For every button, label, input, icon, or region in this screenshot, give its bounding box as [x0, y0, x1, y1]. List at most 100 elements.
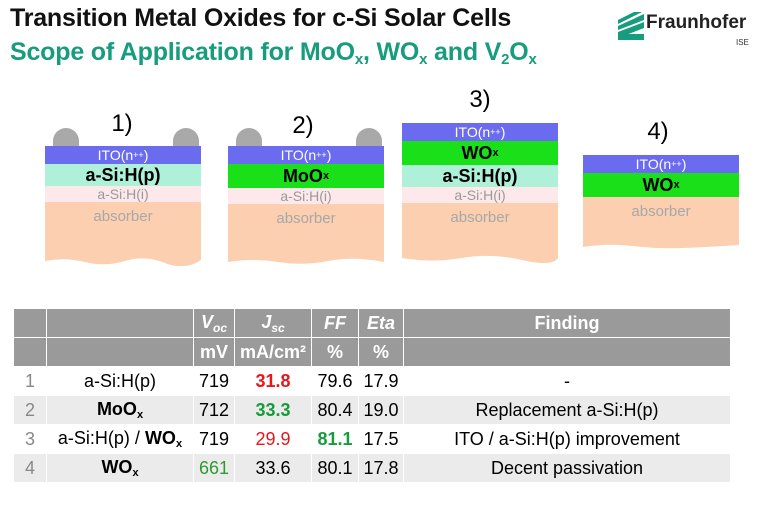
layer-sub: x: [132, 467, 139, 479]
row-number: 2: [13, 395, 47, 425]
logo-unit: ISE: [736, 38, 749, 47]
ito-label: ITO(n: [635, 156, 672, 172]
table-units-row: mV mA/cm² % %: [13, 337, 731, 367]
row-ff: 79.6: [311, 366, 359, 396]
voc-label: V: [200, 311, 213, 332]
asi-p-layer: a-Si:H(p): [402, 165, 558, 187]
subtitle-part: Scope of Application for MoO: [10, 38, 355, 66]
logo-wordmark: Fraunhofer: [646, 12, 747, 33]
moox-label: MoO: [282, 165, 323, 186]
stack-number: 3): [469, 86, 491, 113]
wavy-edge: [45, 258, 201, 267]
asi-i-layer: a-Si:H(i): [228, 188, 384, 204]
layer-sub: x: [136, 409, 144, 421]
ito-label: ITO(n: [280, 147, 317, 163]
cell-stack-1: ITO(n ++) a-Si:H(p) a-Si:H(i) absorber: [45, 128, 201, 267]
row-finding: ITO / a-Si:H(p) improvement: [403, 424, 731, 454]
row-layer: a-Si:H(p) / WOx: [46, 424, 194, 454]
ito-sup: ++: [316, 150, 327, 160]
row-eta: 19.0: [358, 395, 404, 425]
moox-layer: MoO x: [228, 164, 384, 188]
ito-label: ITO(n: [454, 124, 491, 140]
metal-contact: [173, 128, 199, 150]
row-layer: WOx: [46, 453, 194, 483]
ito-close: ): [143, 147, 149, 163]
layer-label: WO: [144, 428, 176, 448]
absorber-label: absorber: [631, 203, 691, 220]
cell-stack-4: ITO(n ++) WO x absorber: [583, 155, 739, 252]
row-eta: 17.8: [358, 453, 404, 483]
layer-prefix: a-Si:H(p) /: [57, 428, 145, 448]
absorber-layer: absorber: [45, 202, 201, 267]
fraunhofer-logo: Fraunhofer ISE: [618, 10, 758, 52]
row-jsc: 33.6: [234, 453, 312, 483]
subtitle-sub: x: [528, 51, 537, 68]
asi-p-layer: a-Si:H(p): [45, 164, 201, 186]
table-row: 3 a-Si:H(p) / WOx 719 29.9 81.1 17.5 ITO…: [13, 424, 731, 454]
header-cell: [403, 337, 731, 367]
row-voc: 712: [193, 395, 235, 425]
row-ff: 81.1: [311, 424, 359, 454]
slide-subtitle: Scope of Application for MoOx, WOx and V…: [10, 38, 537, 68]
row-finding: -: [403, 366, 731, 396]
row-layer: MoOx: [46, 395, 194, 425]
subtitle-part: , WO: [363, 38, 420, 66]
absorber-label: absorber: [450, 209, 510, 226]
header-ff: FF: [311, 308, 359, 338]
ito-sup: ++: [490, 127, 501, 137]
ito-sup: ++: [133, 150, 144, 160]
header-cell: [13, 308, 47, 338]
stack-number: 1): [111, 110, 133, 137]
ito-close: ): [500, 124, 506, 140]
row-layer: a-Si:H(p): [46, 366, 194, 396]
cell-stack-3: ITO(n ++) WO x a-Si:H(p) a-Si:H(i) absorbe…: [402, 123, 558, 265]
wox-sub: x: [492, 147, 499, 159]
ito-close: ): [681, 156, 687, 172]
subtitle-sub: 2: [501, 51, 510, 68]
ito-layer: ITO(n ++): [228, 146, 384, 164]
unit-eta: %: [358, 337, 404, 367]
wavy-edge: [228, 258, 384, 267]
header-voc: Voc: [193, 308, 235, 338]
row-ff: 80.4: [311, 395, 359, 425]
absorber-layer: absorber: [402, 203, 558, 265]
subtitle-sub: x: [354, 51, 364, 68]
row-number: 1: [13, 366, 47, 396]
absorber-layer: absorber: [583, 197, 739, 252]
metal-contact: [356, 128, 382, 150]
layer-label: WO: [101, 457, 133, 477]
absorber-label: absorber: [93, 208, 153, 225]
absorber-label: absorber: [276, 210, 336, 227]
jsc-label: J: [261, 311, 272, 332]
metal-contact: [53, 128, 79, 150]
subtitle-part: and V: [427, 38, 502, 66]
table-header-row: Voc Jsc FF Eta Finding: [13, 308, 731, 338]
row-number: 3: [13, 424, 47, 454]
row-jsc: 31.8: [234, 366, 312, 396]
row-ff: 80.1: [311, 453, 359, 483]
unit-jsc: mA/cm²: [234, 337, 312, 367]
row-finding: Replacement a-Si:H(p): [403, 395, 731, 425]
header-eta: Eta: [358, 308, 404, 338]
fraunhofer-logo-icon: [618, 12, 644, 40]
table-row: 1 a-Si:H(p) 719 31.8 79.6 17.9 -: [13, 366, 731, 396]
subtitle-part: O: [509, 38, 529, 66]
stack-number: 2): [292, 112, 314, 139]
subtitle-sub: x: [419, 51, 428, 68]
layer-label: MoO: [96, 399, 137, 419]
header-jsc: Jsc: [234, 308, 312, 338]
row-jsc: 29.9: [234, 424, 312, 454]
wox-sub: x: [673, 179, 680, 191]
layer-sub: x: [175, 438, 183, 450]
absorber-layer: absorber: [228, 204, 384, 267]
table-row: 2 MoOx 712 33.3 80.4 19.0 Replacement a-…: [13, 395, 731, 425]
moox-sub: x: [322, 170, 330, 182]
row-voc: 661: [193, 453, 235, 483]
jsc-sub: sc: [271, 320, 285, 335]
row-eta: 17.9: [358, 366, 404, 396]
unit-voc: mV: [193, 337, 235, 367]
ito-label: ITO(n: [97, 147, 134, 163]
header-cell: [13, 337, 47, 367]
row-finding: Decent passivation: [403, 453, 731, 483]
wox-label: WO: [642, 174, 674, 195]
